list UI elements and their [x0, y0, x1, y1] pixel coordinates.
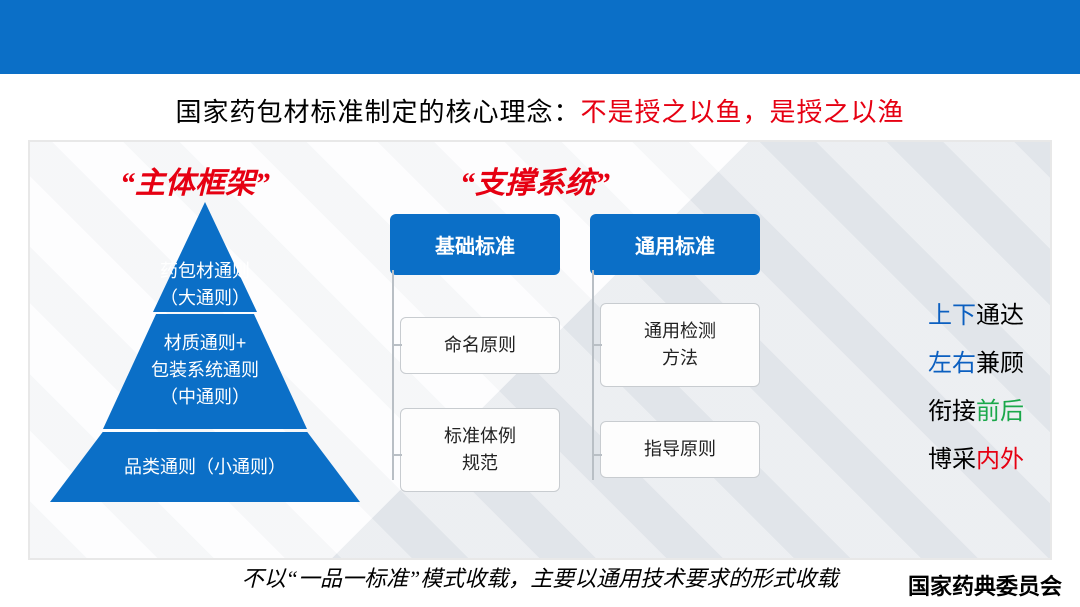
connector [592, 454, 602, 456]
flow-box-guidance: 指导原则 [600, 421, 760, 478]
page-title: 国家药包材标准制定的核心理念：不是授之以鱼，是授之以渔 [0, 92, 1080, 129]
footer-org: 国家药典委员会 [908, 569, 1062, 601]
connector [392, 454, 402, 456]
pyramid-top-line1: 药包材通则 [160, 261, 250, 281]
slogan-1: 上下通达 [928, 292, 1024, 340]
pyramid-mid-line1: 材质通则+ [164, 333, 247, 353]
pyramid-text-bottom: 品类通则（小通则） [50, 454, 360, 481]
top-bar [0, 0, 1080, 74]
flow-tree: 基础标准 命名原则 标准体例 规范 通用标准 通用检测 方法 指导原则 [382, 214, 772, 534]
flow-box-format-l1: 标准体例 [444, 426, 516, 446]
slogan-2: 左右兼顾 [928, 340, 1024, 388]
title-black: 国家药包材标准制定的核心理念： [175, 97, 580, 127]
pyramid-top-line2: （大通则） [160, 288, 250, 308]
flow-box-format-l2: 规范 [462, 453, 498, 473]
pyramid-mid-line3: （中通则） [160, 387, 250, 407]
connector [592, 270, 594, 480]
pyramid-bottom-line1: 品类通则（小通则） [124, 457, 286, 477]
flow-col-basic: 基础标准 命名原则 标准体例 规范 [382, 214, 562, 492]
connector [392, 270, 394, 480]
flow-box-format: 标准体例 规范 [400, 408, 560, 492]
flow-box-naming: 命名原则 [400, 317, 560, 374]
flow-header-basic: 基础标准 [390, 214, 560, 275]
connector [592, 344, 602, 346]
diagram-panel: “主体框架” “支撑系统” 药包材通则 （大通则） 材质通则+ 包装系统通则 （… [28, 140, 1052, 560]
pyramid-text-mid: 材质通则+ 包装系统通则 （中通则） [50, 330, 360, 411]
slogan-list: 上下通达 左右兼顾 衔接前后 博采内外 [928, 292, 1024, 484]
flow-header-general: 通用标准 [590, 214, 760, 275]
pyramid: 药包材通则 （大通则） 材质通则+ 包装系统通则 （中通则） 品类通则（小通则） [50, 202, 360, 532]
connector [392, 344, 402, 346]
flow-box-testing-l2: 方法 [662, 348, 698, 368]
flow-col-general: 通用标准 通用检测 方法 指导原则 [582, 214, 762, 478]
pyramid-mid-line2: 包装系统通则 [151, 360, 259, 380]
label-main-frame: “主体框架” [120, 158, 270, 202]
pyramid-text-top: 药包材通则 （大通则） [50, 258, 360, 312]
slogan-4: 博采内外 [928, 436, 1024, 484]
label-support-system: “支撑系统” [460, 158, 610, 202]
title-red: 不是授之以鱼，是授之以渔 [581, 97, 905, 127]
flow-box-testing-l1: 通用检测 [644, 321, 716, 341]
slogan-3: 衔接前后 [928, 388, 1024, 436]
flow-box-testing: 通用检测 方法 [600, 303, 760, 387]
